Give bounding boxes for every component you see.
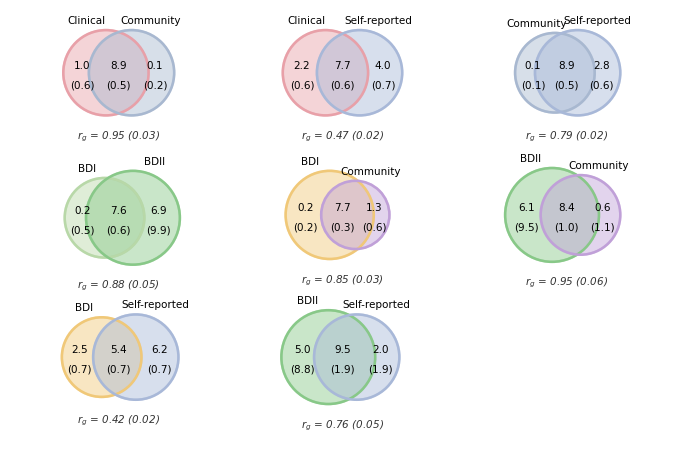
Circle shape xyxy=(89,30,174,115)
Text: 7.7: 7.7 xyxy=(334,203,351,213)
Text: (0.6): (0.6) xyxy=(589,80,613,91)
Text: (1.9): (1.9) xyxy=(368,365,393,375)
Text: 2.2: 2.2 xyxy=(294,61,310,70)
Text: (0.7): (0.7) xyxy=(68,365,92,375)
Text: 0.1: 0.1 xyxy=(525,61,541,70)
Text: $r_g$ = 0.47 (0.02): $r_g$ = 0.47 (0.02) xyxy=(301,130,384,144)
Circle shape xyxy=(86,171,180,265)
Circle shape xyxy=(282,310,375,404)
Text: (1.0): (1.0) xyxy=(554,223,579,233)
Text: 6.9: 6.9 xyxy=(151,206,167,216)
Text: $r_g$ = 0.85 (0.03): $r_g$ = 0.85 (0.03) xyxy=(301,273,384,288)
Text: 7.7: 7.7 xyxy=(334,61,351,70)
Text: (0.5): (0.5) xyxy=(71,225,95,236)
Text: 9.5: 9.5 xyxy=(334,345,351,355)
Text: (0.7): (0.7) xyxy=(147,365,171,375)
Circle shape xyxy=(62,317,142,397)
Circle shape xyxy=(515,33,595,113)
Circle shape xyxy=(540,175,621,255)
Text: $r_g$ = 0.42 (0.02): $r_g$ = 0.42 (0.02) xyxy=(77,414,160,428)
Text: BDII: BDII xyxy=(143,157,164,167)
Text: 7.6: 7.6 xyxy=(110,206,127,216)
Circle shape xyxy=(63,30,149,115)
Text: 4.0: 4.0 xyxy=(375,61,391,70)
Circle shape xyxy=(321,181,389,249)
Text: 2.5: 2.5 xyxy=(71,345,88,355)
Text: 0.1: 0.1 xyxy=(147,61,163,70)
Text: 0.6: 0.6 xyxy=(594,203,610,213)
Text: (0.1): (0.1) xyxy=(521,80,545,91)
Text: 0.2: 0.2 xyxy=(75,206,91,216)
Text: (9.5): (9.5) xyxy=(514,223,538,233)
Circle shape xyxy=(286,171,374,259)
Text: 6.1: 6.1 xyxy=(518,203,534,213)
Text: BDII: BDII xyxy=(297,296,318,306)
Circle shape xyxy=(314,314,399,400)
Text: Clinical: Clinical xyxy=(68,16,105,26)
Text: (0.2): (0.2) xyxy=(293,223,318,233)
Text: $r_g$ = 0.95 (0.06): $r_g$ = 0.95 (0.06) xyxy=(525,276,608,291)
Text: $r_g$ = 0.95 (0.03): $r_g$ = 0.95 (0.03) xyxy=(77,130,160,144)
Text: BDI: BDI xyxy=(77,164,96,174)
Circle shape xyxy=(283,30,368,115)
Text: 5.4: 5.4 xyxy=(110,345,127,355)
Circle shape xyxy=(317,30,402,115)
Text: $r_g$ = 0.76 (0.05): $r_g$ = 0.76 (0.05) xyxy=(301,418,384,433)
Text: (0.6): (0.6) xyxy=(290,80,314,91)
Text: 8.9: 8.9 xyxy=(110,61,127,70)
Text: 5.0: 5.0 xyxy=(295,345,311,355)
Text: Self-reported: Self-reported xyxy=(121,300,189,310)
Text: (0.6): (0.6) xyxy=(71,80,95,91)
Text: BDI: BDI xyxy=(301,157,319,167)
Text: 2.8: 2.8 xyxy=(593,61,610,70)
Text: (0.2): (0.2) xyxy=(142,80,167,91)
Text: Community: Community xyxy=(340,167,401,176)
Text: Self-reported: Self-reported xyxy=(563,16,631,26)
Text: 1.3: 1.3 xyxy=(366,203,382,213)
Text: 0.2: 0.2 xyxy=(297,203,314,213)
Text: 8.9: 8.9 xyxy=(558,61,575,70)
Circle shape xyxy=(93,314,179,400)
Circle shape xyxy=(535,30,621,115)
Text: (9.9): (9.9) xyxy=(147,225,171,236)
Text: (8.8): (8.8) xyxy=(290,365,315,375)
Text: (1.1): (1.1) xyxy=(590,223,614,233)
Text: Self-reported: Self-reported xyxy=(342,300,410,310)
Text: Community: Community xyxy=(121,16,181,26)
Text: (1.9): (1.9) xyxy=(330,365,355,375)
Text: Self-reported: Self-reported xyxy=(345,16,412,26)
Text: 6.2: 6.2 xyxy=(151,345,168,355)
Text: 2.0: 2.0 xyxy=(372,345,388,355)
Text: (0.6): (0.6) xyxy=(330,80,355,91)
Text: $r_g$ = 0.88 (0.05): $r_g$ = 0.88 (0.05) xyxy=(77,279,160,293)
Text: (0.7): (0.7) xyxy=(371,80,395,91)
Circle shape xyxy=(64,178,145,258)
Text: (0.6): (0.6) xyxy=(362,223,386,233)
Text: BDII: BDII xyxy=(521,154,542,164)
Text: (0.5): (0.5) xyxy=(554,80,579,91)
Text: $r_g$ = 0.79 (0.02): $r_g$ = 0.79 (0.02) xyxy=(525,130,608,144)
Circle shape xyxy=(505,168,599,262)
Text: 1.0: 1.0 xyxy=(74,61,90,70)
Text: (0.6): (0.6) xyxy=(106,225,131,236)
Text: Community: Community xyxy=(507,19,567,29)
Text: 8.4: 8.4 xyxy=(558,203,575,213)
Text: Clinical: Clinical xyxy=(287,16,325,26)
Text: (0.5): (0.5) xyxy=(106,80,131,91)
Text: Community: Community xyxy=(568,161,629,171)
Text: (0.7): (0.7) xyxy=(106,365,131,375)
Text: (0.3): (0.3) xyxy=(330,223,355,233)
Text: BDI: BDI xyxy=(75,303,93,313)
